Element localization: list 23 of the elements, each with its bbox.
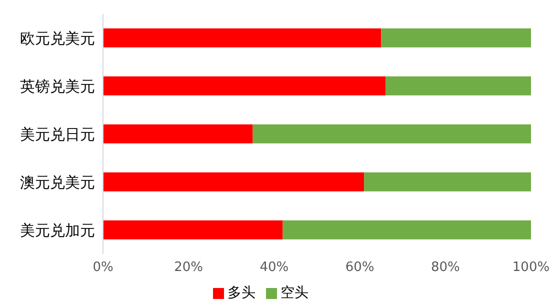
y-tick-label: 美元兑加元 xyxy=(20,221,95,240)
x-tick-label: 0% xyxy=(92,260,114,276)
bar xyxy=(364,172,531,192)
y-tick-label: 英镑兑美元 xyxy=(20,77,95,96)
bar xyxy=(103,172,364,192)
bar xyxy=(381,28,531,48)
legend-label: 空头 xyxy=(280,285,308,301)
y-tick-label: 澳元兑美元 xyxy=(20,173,95,192)
bar xyxy=(252,124,531,144)
bar xyxy=(103,124,253,144)
bar xyxy=(103,220,283,240)
bar xyxy=(103,28,382,48)
bar xyxy=(282,220,531,240)
bar xyxy=(385,76,531,96)
y-tick-label: 美元兑日元 xyxy=(20,125,95,144)
x-tick-label: 60% xyxy=(345,260,374,276)
x-tick-label: 40% xyxy=(260,260,289,276)
x-tick-label: 100% xyxy=(512,260,550,276)
legend-label: 多头 xyxy=(228,285,256,301)
x-tick-label: 80% xyxy=(430,260,460,276)
bar xyxy=(103,76,386,96)
y-tick-label: 欧元兑美元 xyxy=(20,29,95,48)
x-tick-label: 20% xyxy=(174,260,204,276)
